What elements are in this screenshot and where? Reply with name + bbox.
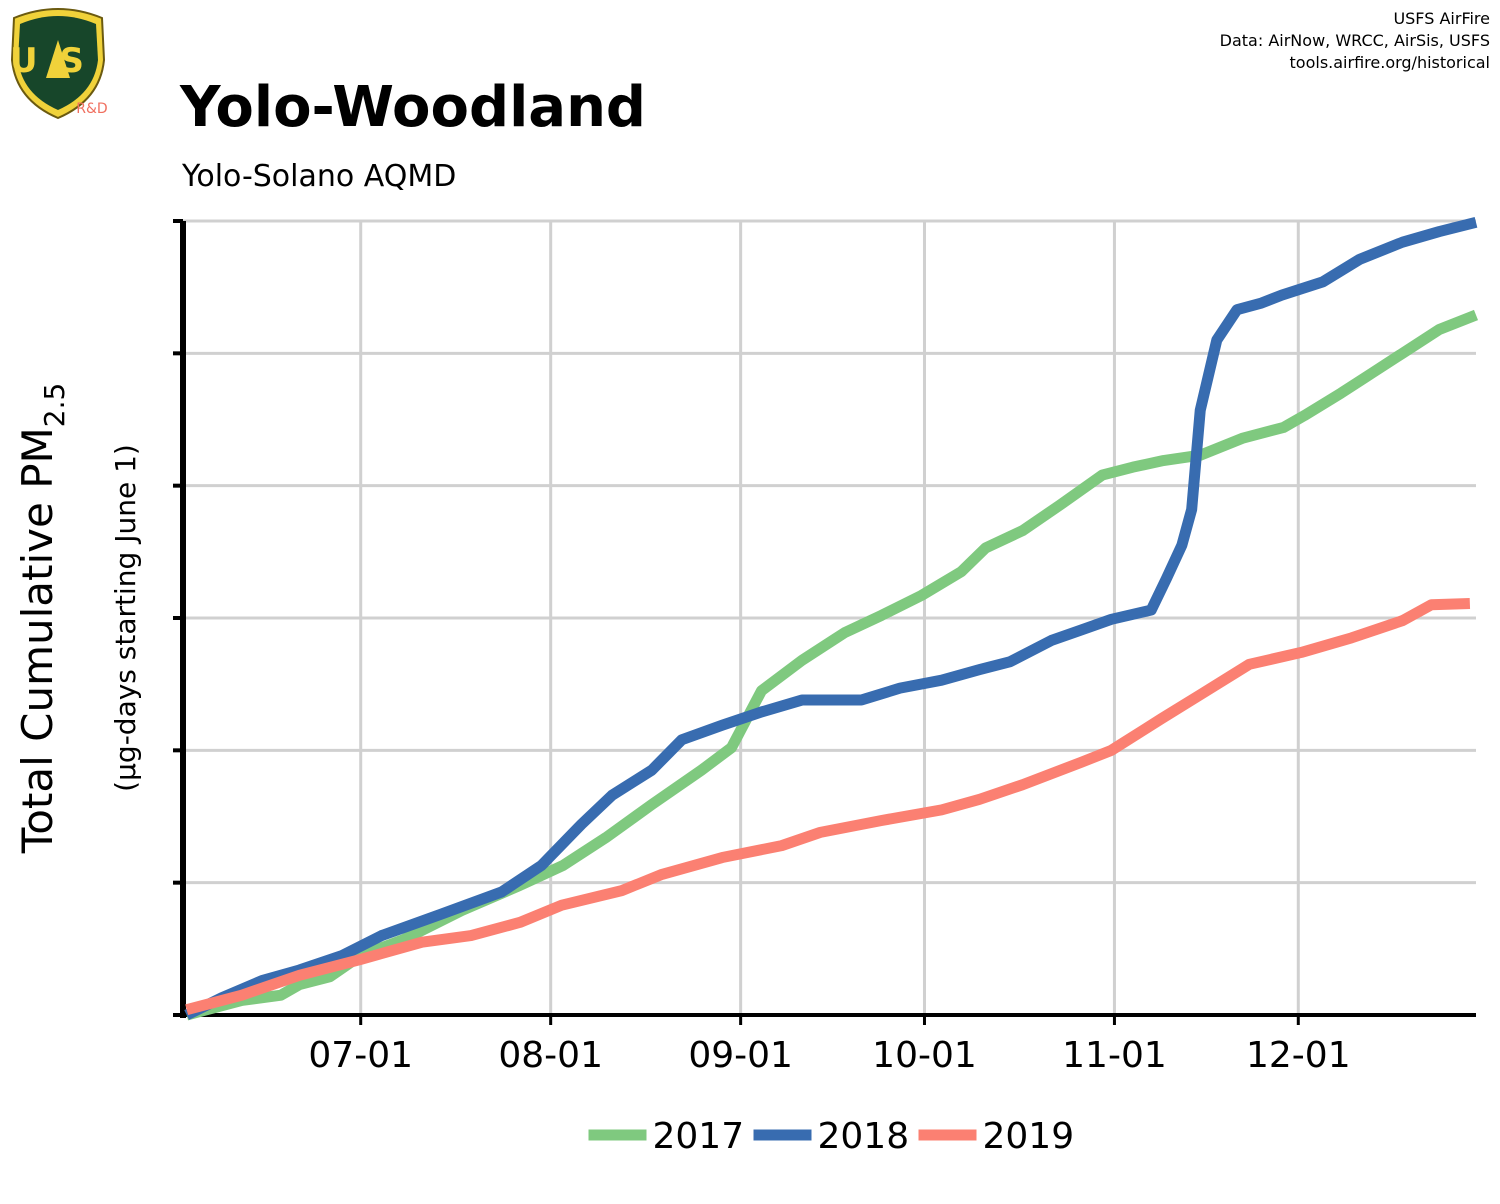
credit: tools.airfire.org/historical <box>1290 53 1490 72</box>
credit: Data: AirNow, WRCC, AirSis, USFS <box>1220 31 1490 50</box>
logo-letters: US <box>10 41 106 81</box>
series-line <box>185 309 1479 1021</box>
y-axis-title-main: Total Cumulative PM <box>13 427 62 854</box>
x-tick-label: 11-01 <box>1062 1035 1167 1076</box>
logo-label: R&D <box>76 101 107 117</box>
logo-tree <box>46 40 70 78</box>
x-tick-label: 08-01 <box>498 1035 603 1076</box>
chart-subtitle: Yolo-Solano AQMD <box>181 159 456 194</box>
legend-label: 2017 <box>653 1116 745 1157</box>
x-tick-label: 10-01 <box>872 1035 977 1076</box>
logo: US R&D <box>10 8 108 120</box>
chart-title: Yolo-Woodland <box>179 75 646 140</box>
x-tick-label: 07-01 <box>308 1035 413 1076</box>
series-line <box>185 597 1471 1016</box>
series-line <box>184 216 1478 1020</box>
y-axis-subtitle: (µg-days starting June 1) <box>109 444 142 792</box>
x-tick-label: 12-01 <box>1246 1035 1351 1076</box>
y-axis-title: Total Cumulative PM2.5 <box>13 383 71 855</box>
y-axis-title-sub: 2.5 <box>38 383 71 428</box>
legend-label: 2018 <box>818 1116 910 1157</box>
x-tick-label: 09-01 <box>688 1035 793 1076</box>
legend-label: 2019 <box>983 1116 1075 1157</box>
credit: USFS AirFire <box>1393 9 1490 28</box>
